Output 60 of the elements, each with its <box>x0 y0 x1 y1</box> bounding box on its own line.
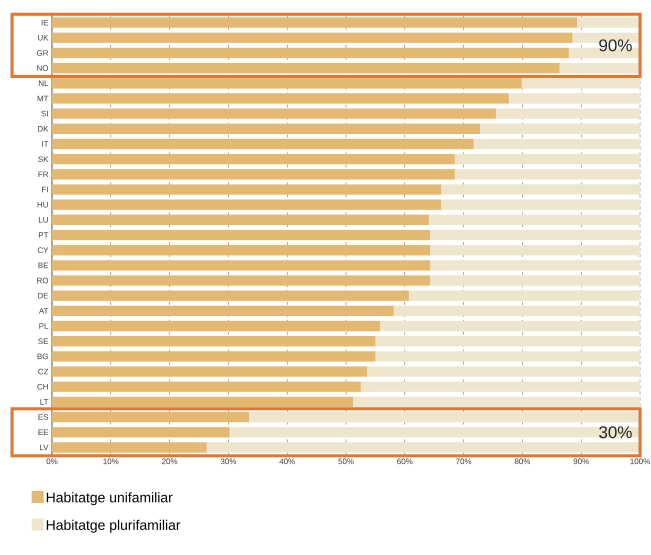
bar <box>52 154 455 164</box>
bar <box>360 382 640 392</box>
bar <box>52 17 578 28</box>
bar <box>430 245 640 256</box>
bar <box>52 427 230 438</box>
bar <box>248 412 640 422</box>
bar <box>52 169 455 180</box>
bar <box>474 138 640 150</box>
bar <box>230 427 640 438</box>
bar <box>52 78 522 88</box>
bar <box>52 200 442 210</box>
bar <box>52 245 430 256</box>
bar <box>454 169 640 180</box>
bar <box>206 442 640 453</box>
bar <box>52 214 429 225</box>
bar <box>52 412 249 422</box>
bar <box>52 62 560 74</box>
bar <box>430 260 640 271</box>
bar <box>394 306 640 316</box>
bar <box>52 290 409 301</box>
bar <box>454 154 640 164</box>
bar <box>52 320 380 332</box>
legend-label: Habitatge plurifamiliar <box>46 520 180 533</box>
bar <box>367 366 640 377</box>
annotation: 90% <box>599 39 632 52</box>
bar <box>380 320 640 332</box>
bar <box>375 351 640 362</box>
bar <box>559 62 640 74</box>
bar <box>52 306 394 316</box>
legend-label: Habitatge unifamiliar <box>46 492 173 506</box>
bar <box>52 382 361 392</box>
bar <box>52 184 442 195</box>
bar <box>52 336 376 346</box>
bar <box>353 396 640 408</box>
bar <box>408 290 640 301</box>
bar <box>52 442 207 453</box>
bar <box>441 200 640 210</box>
bar <box>52 230 430 240</box>
bar <box>375 336 640 346</box>
bar <box>52 396 354 408</box>
bar <box>52 366 368 377</box>
bar <box>52 93 509 104</box>
bar <box>496 108 640 119</box>
bar <box>577 17 640 28</box>
bar <box>52 351 376 362</box>
bar <box>430 230 640 240</box>
bar <box>480 124 640 134</box>
bar <box>52 124 480 134</box>
annotation: 30% <box>599 426 632 438</box>
bar <box>52 260 430 271</box>
bar <box>52 108 496 119</box>
bar <box>428 214 640 225</box>
bar <box>52 48 569 58</box>
bar <box>441 184 640 195</box>
bar <box>52 275 430 286</box>
bar <box>52 138 474 150</box>
bar <box>508 93 640 104</box>
bar <box>430 275 640 286</box>
bar <box>52 32 572 43</box>
bar <box>522 78 640 88</box>
